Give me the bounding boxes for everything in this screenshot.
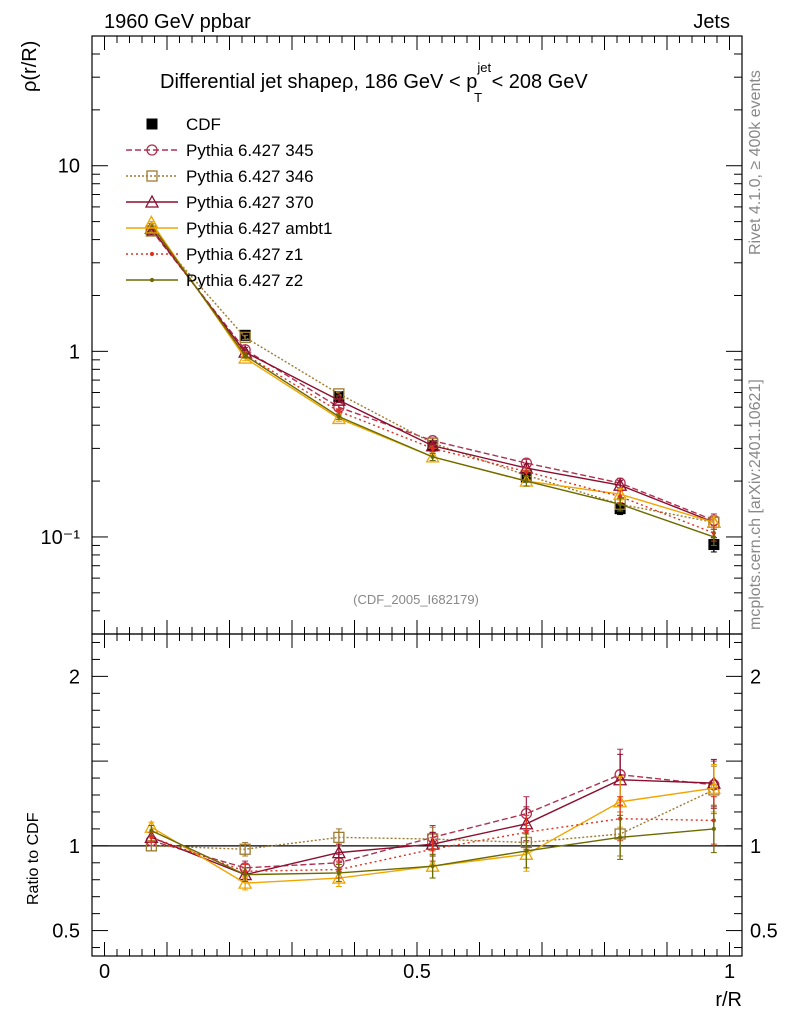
legend-item: Pythia 6.427 z2	[126, 271, 303, 290]
legend-label: Pythia 6.427 346	[186, 167, 314, 186]
main-data-point	[711, 534, 716, 540]
legend-marker-swatch	[146, 118, 158, 130]
mcplots-credit-label: mcplots.cern.ch [arXiv:2401.10621]	[747, 379, 764, 630]
main-y-tick-label: 10⁻¹	[41, 527, 81, 549]
legend-marker-swatch	[149, 251, 155, 257]
ratio-y-axis-label: Ratio to CDF	[25, 812, 42, 905]
legend-item: Pythia 6.427 346	[126, 167, 314, 186]
plot-title-suffix: < 208 GeV	[486, 71, 588, 93]
ratio-data-point	[243, 872, 248, 877]
ratio-data-point	[336, 870, 341, 876]
main-data-point	[618, 502, 623, 507]
x-tick-label: 0	[99, 961, 110, 983]
legend-marker-swatch	[149, 277, 155, 283]
ratio-data-point	[149, 828, 154, 833]
x-axis-label: r/R	[715, 989, 742, 1011]
main-data-point	[239, 331, 251, 343]
legend-label: Pythia 6.427 z1	[186, 245, 303, 264]
main-data-point	[336, 414, 341, 419]
ratio-data-point	[238, 875, 253, 889]
x-tick-label: 0.5	[403, 961, 431, 983]
plot-title-subscript: T	[474, 90, 482, 105]
main-y-axis-label: ρ(r/R)	[19, 41, 41, 92]
legend: CDF Pythia 6.427 345 Pythia 6.427 346 Pythi…	[126, 115, 332, 290]
legend-marker-swatch	[144, 194, 160, 208]
legend-label: Pythia 6.427 z2	[186, 271, 303, 290]
main-data-point	[331, 392, 346, 406]
ratio-data-point	[711, 826, 716, 831]
main-y-tick-label: 10	[58, 156, 80, 178]
main-data-point	[336, 409, 341, 414]
ratio-y-tick-label: 0.5	[52, 921, 80, 943]
plot-title: Differential jet shapeρ, 186 GeV < pjet T…	[160, 60, 588, 105]
ratio-data-point	[430, 864, 435, 869]
header-jets-label: Jets	[693, 11, 730, 33]
legend-marker-swatch	[146, 170, 158, 182]
main-data-point	[243, 353, 248, 358]
ratio-data-point	[333, 831, 345, 844]
main-data-point	[425, 449, 440, 463]
legend-item: Pythia 6.427 ambt1	[126, 219, 332, 238]
main-series-3	[144, 220, 721, 530]
ratio-data-point	[430, 847, 435, 852]
ratio-data-point	[524, 830, 529, 835]
legend-item: Pythia 6.427 370	[126, 193, 314, 212]
ratio-series-5	[148, 804, 717, 882]
x-tick-label: 1	[724, 961, 735, 983]
legend-label: Pythia 6.427 370	[186, 193, 314, 212]
ratio-y-tick-label: 2	[69, 666, 80, 688]
ratio-y-tick-label-right: 1	[750, 836, 761, 858]
main-series-layer	[144, 215, 721, 553]
legend-item: CDF	[146, 115, 221, 134]
plot-title-main: Differential jet shapeρ, 186 GeV < p	[160, 71, 477, 93]
ratio-y-tick-label-right: 2	[750, 666, 761, 688]
main-data-point	[430, 454, 435, 459]
legend-label: Pythia 6.427 345	[186, 141, 314, 160]
legend-label: CDF	[186, 115, 221, 134]
legend-item: Pythia 6.427 z1	[126, 245, 303, 264]
main-data-point	[524, 478, 529, 484]
legend-label: Pythia 6.427 ambt1	[186, 219, 332, 238]
ratio-data-point	[239, 843, 251, 855]
legend-item: Pythia 6.427 345	[126, 141, 314, 160]
ratio-data-point	[149, 835, 154, 840]
header-energy-label: 1960 GeV ppbar	[104, 11, 251, 33]
ratio-data-point	[618, 835, 623, 840]
main-y-tick-label: 1	[69, 341, 80, 363]
ratio-plot-frame	[91, 633, 743, 957]
main-data-point	[524, 469, 529, 474]
ratio-y-tick-label: 1	[69, 836, 80, 858]
legend-marker-swatch	[144, 220, 160, 234]
legend-marker-swatch	[146, 144, 158, 156]
ratio-data-point	[706, 780, 721, 794]
ratio-y-tick-label-right: 0.5	[750, 921, 778, 943]
ratio-series-layer	[144, 748, 721, 891]
ratio-data-point	[524, 848, 529, 854]
plot-title-superscript: jet	[476, 60, 491, 75]
main-axis-ticks: 10 1 10⁻¹	[41, 35, 742, 635]
ratio-data-point	[331, 845, 346, 859]
main-series-line	[150, 222, 715, 523]
rivet-version-label: Rivet 4.1.0, ≥ 400k events	[747, 70, 764, 255]
ratio-axis-ticks: 0 0.5 1 2 2 1 1 0.5 0.5	[52, 634, 778, 983]
analysis-id-watermark: (CDF_2005_I682179)	[353, 592, 479, 607]
main-data-point	[430, 446, 435, 451]
